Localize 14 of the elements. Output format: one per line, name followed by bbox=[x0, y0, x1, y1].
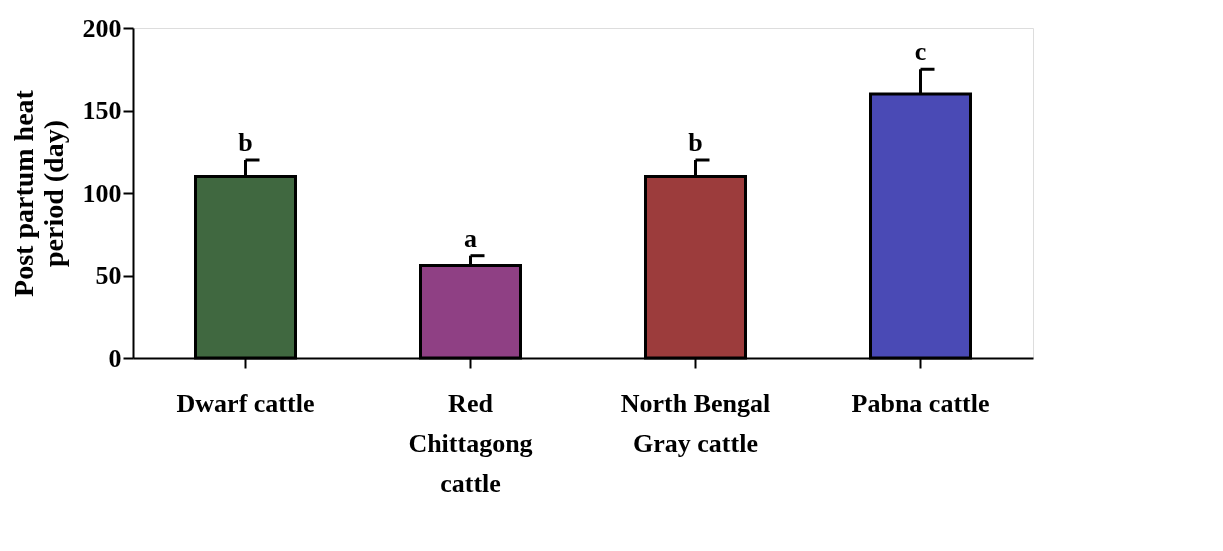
annotation: b bbox=[688, 128, 703, 157]
x-tick-label: Red Chittagong cattle bbox=[408, 388, 533, 498]
annotation: a bbox=[464, 223, 477, 253]
x-tick-label: Pabna cattle bbox=[851, 388, 990, 418]
y-tick-label: 150 bbox=[82, 96, 122, 125]
y-tick-label: 50 bbox=[95, 261, 122, 290]
y-tick-label: 200 bbox=[82, 13, 122, 43]
y-tick-label: 100 bbox=[82, 178, 122, 208]
x-tick-label: Dwarf cattle bbox=[176, 388, 315, 418]
y-tick-label: 0 bbox=[108, 343, 122, 373]
y-axis-title: Post partum heat period (day) bbox=[7, 89, 69, 297]
annotation: c bbox=[914, 37, 927, 67]
annotation: b bbox=[238, 128, 253, 157]
x-tick-label: North Bengal Gray cattle bbox=[620, 388, 771, 458]
